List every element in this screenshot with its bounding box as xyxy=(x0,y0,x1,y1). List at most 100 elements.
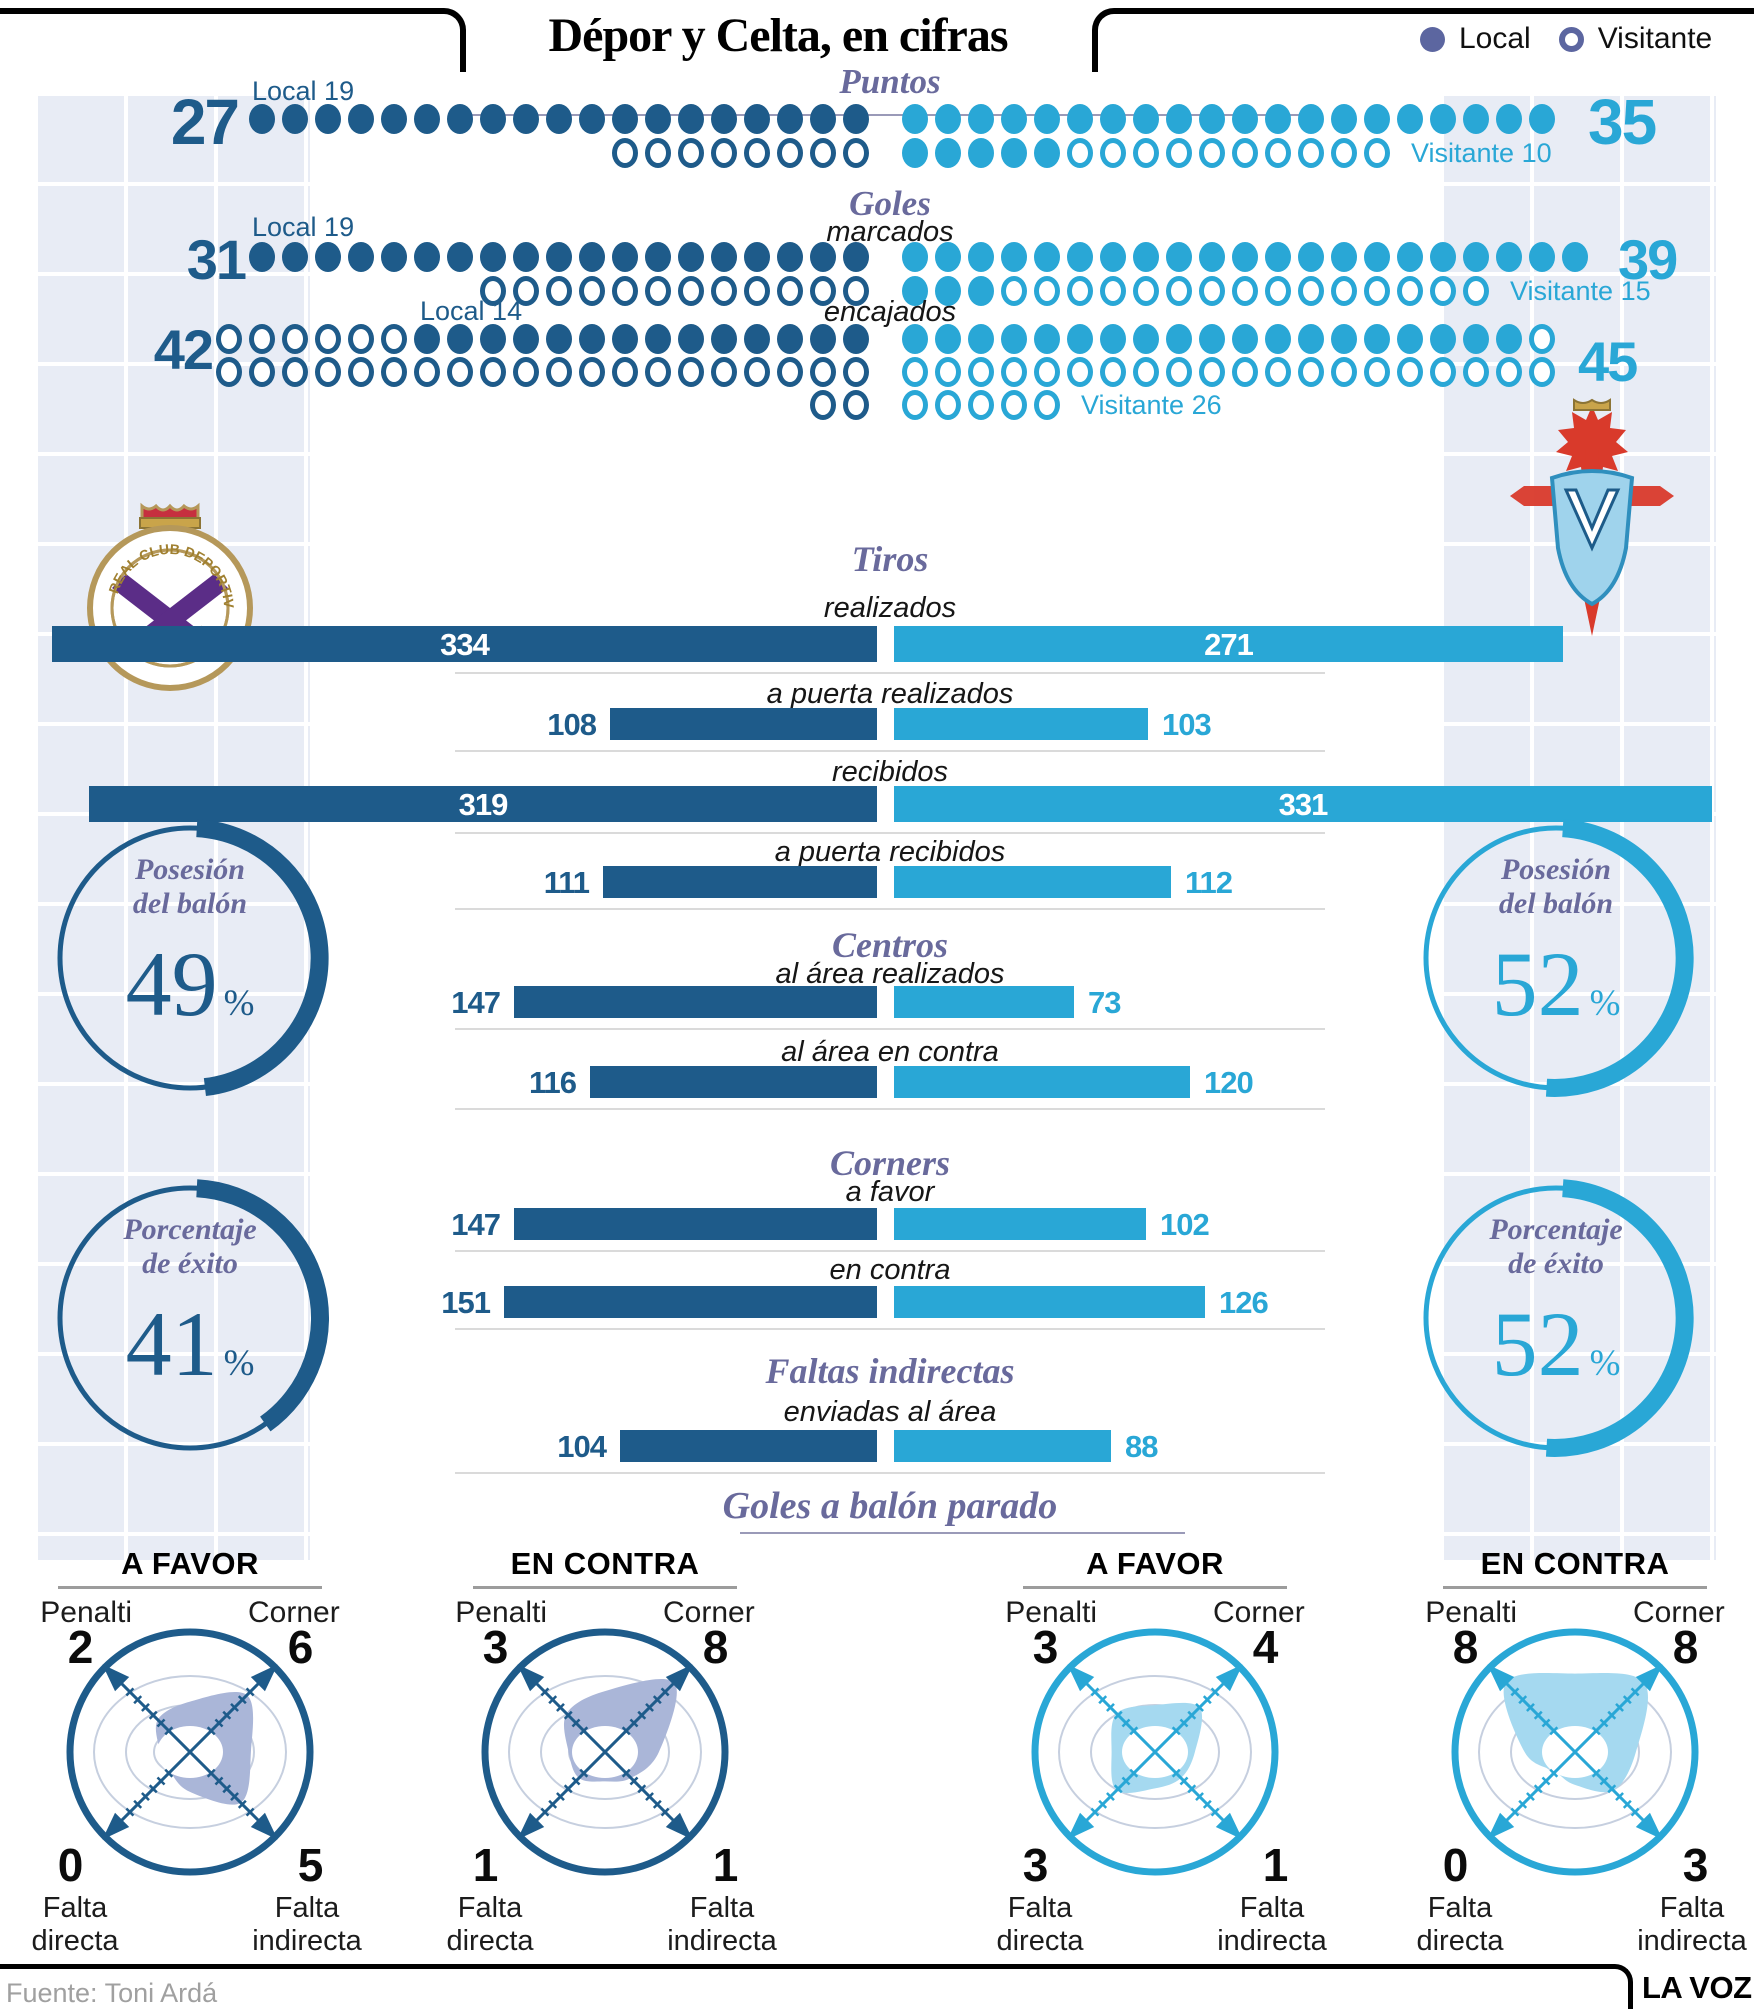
dot-row-celta: Visitante 26 xyxy=(902,390,1222,420)
visitante-dot xyxy=(1100,357,1126,387)
visitante-dot xyxy=(414,357,440,387)
row-separator xyxy=(455,832,1325,834)
visitante-dot xyxy=(645,138,671,168)
local-dot xyxy=(579,242,605,272)
visitante-dot xyxy=(249,324,275,354)
local-dot xyxy=(1199,324,1225,354)
local-dot xyxy=(935,276,961,306)
local-dot xyxy=(513,104,539,134)
visitante-dot xyxy=(843,276,869,306)
local-dot xyxy=(1100,242,1126,272)
bar-row-label: a puerta realizados xyxy=(766,678,1014,710)
local-dot xyxy=(1463,324,1489,354)
bar-value-depor: 319 xyxy=(458,787,509,822)
radar-value-corner: 8 xyxy=(702,1621,729,1673)
visitante-dot xyxy=(777,276,803,306)
local-dot xyxy=(1496,104,1522,134)
local-dot xyxy=(902,276,928,306)
bar-value-depor: 147 xyxy=(451,1207,501,1242)
bar-value-depor: 111 xyxy=(543,865,590,900)
visitante-dot xyxy=(1397,276,1423,306)
local-dot xyxy=(1265,242,1291,272)
bar-celta xyxy=(894,1430,1111,1462)
visitante-dot xyxy=(1331,276,1357,306)
depor-side-label: Local 19 xyxy=(252,212,355,242)
radar-axis-label-penalti: Penalti xyxy=(455,1596,547,1629)
local-dot xyxy=(1430,324,1456,354)
local-dot xyxy=(678,104,704,134)
visitante-dot xyxy=(381,324,407,354)
legend-label-visitante: Visitante xyxy=(1597,22,1713,55)
dot-row-label: Visitante 10 xyxy=(1411,137,1552,168)
gauge-depor-0 xyxy=(57,819,329,1097)
local-dot xyxy=(1232,104,1258,134)
visitante-dot xyxy=(645,276,671,306)
dot-row-depor xyxy=(216,357,876,387)
radar-chart-3 xyxy=(1451,1628,1699,1876)
visitante-dot xyxy=(1133,276,1159,306)
local-dot xyxy=(777,242,803,272)
visitante-dot xyxy=(348,324,374,354)
local-dot xyxy=(1001,324,1027,354)
radar-axis-label-corner: Corner xyxy=(1633,1596,1725,1629)
local-dot xyxy=(447,104,473,134)
local-dot xyxy=(902,242,928,272)
local-dot xyxy=(1331,104,1357,134)
section-title-rule xyxy=(470,114,1312,116)
dot-row-depor xyxy=(249,104,876,134)
local-dot xyxy=(546,104,572,134)
local-dot xyxy=(777,104,803,134)
footer-rule xyxy=(0,1964,1633,2009)
bar-celta xyxy=(894,866,1171,898)
gauge-title: Posesión del balón xyxy=(1498,853,1614,920)
bar-value-celta: 112 xyxy=(1185,865,1233,900)
local-dot xyxy=(1364,242,1390,272)
local-dot xyxy=(579,324,605,354)
local-dot xyxy=(1397,242,1423,272)
local-dot xyxy=(480,242,506,272)
bar-value-celta: 102 xyxy=(1160,1207,1210,1242)
visitante-dot xyxy=(1529,324,1555,354)
visitante-outline-dot-icon xyxy=(1558,26,1584,52)
local-dot xyxy=(1232,242,1258,272)
radar-axis-label-penalti: Penalti xyxy=(1005,1596,1097,1629)
local-dot xyxy=(645,242,671,272)
section-subtitle: encajados xyxy=(823,296,957,328)
local-dot xyxy=(1034,324,1060,354)
radar-value-falta-directa: 0 xyxy=(1442,1839,1469,1891)
bar-value-depor: 334 xyxy=(440,627,490,662)
visitante-dot xyxy=(612,276,638,306)
visitante-dot xyxy=(480,357,506,387)
local-dot xyxy=(744,104,770,134)
local-dot xyxy=(1298,324,1324,354)
bar-celta xyxy=(894,986,1074,1018)
local-dot xyxy=(1199,242,1225,272)
visitante-dot xyxy=(546,276,572,306)
local-dot xyxy=(249,242,275,272)
gauge-celta-1 xyxy=(1423,1179,1694,1457)
dot-row-celta: Visitante 10 xyxy=(902,138,1552,168)
gauge-depor-1 xyxy=(57,1179,330,1451)
visitante-dot xyxy=(315,324,341,354)
visitante-dot xyxy=(612,138,638,168)
visitante-dot xyxy=(579,276,605,306)
visitante-dot xyxy=(546,357,572,387)
source-credit: Fuente: Toni Ardá xyxy=(6,1978,218,2008)
celta-total: 35 xyxy=(1588,86,1657,158)
radar-value-corner: 8 xyxy=(1672,1621,1699,1673)
row-separator xyxy=(455,1328,1325,1330)
radar-section-title: Goles a balón parado xyxy=(722,1485,1058,1527)
bar-value-celta: 331 xyxy=(1278,787,1329,822)
bar-depor xyxy=(620,1430,877,1462)
radar-value-falta-indirecta: 5 xyxy=(297,1839,324,1891)
local-dot xyxy=(1067,324,1093,354)
bar-depor xyxy=(610,708,877,740)
bar-depor xyxy=(52,626,877,662)
visitante-dot xyxy=(1100,276,1126,306)
celta-total: 39 xyxy=(1618,228,1678,291)
visitante-dot xyxy=(1199,357,1225,387)
visitante-dot xyxy=(777,138,803,168)
visitante-dot xyxy=(678,138,704,168)
row-separator xyxy=(455,672,1325,674)
row-separator xyxy=(455,1250,1325,1252)
